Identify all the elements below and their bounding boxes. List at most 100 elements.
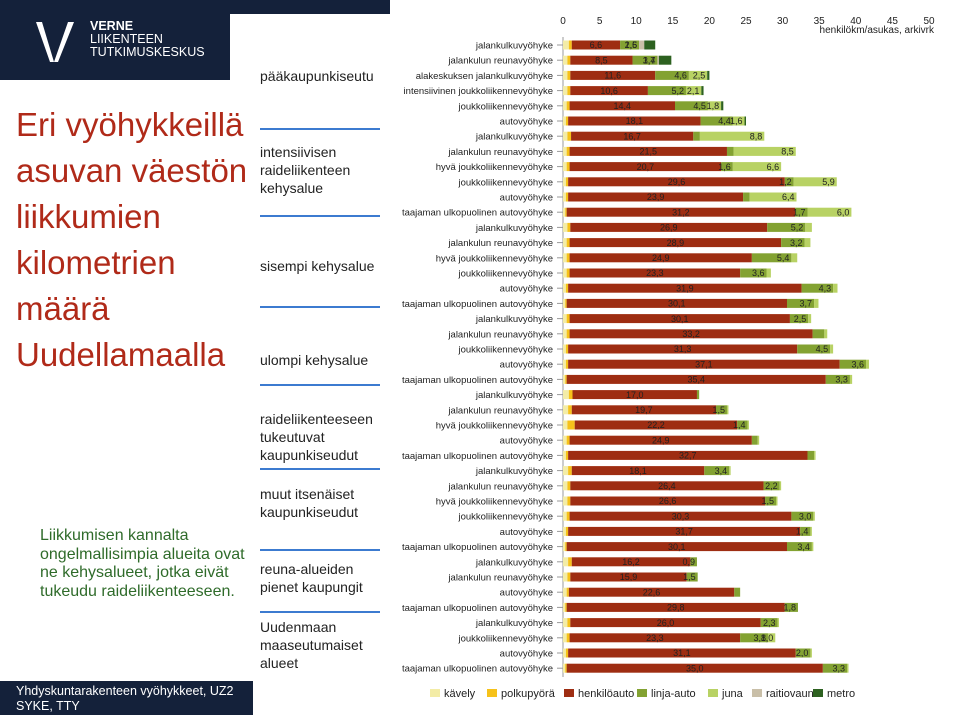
value-label: 31,9 bbox=[676, 283, 694, 293]
value-label: 31,1 bbox=[673, 648, 691, 658]
value-label: 24,9 bbox=[652, 435, 670, 445]
value-label: 1,8 bbox=[707, 101, 720, 111]
value-label: 30,1 bbox=[668, 299, 686, 309]
bars bbox=[563, 40, 869, 673]
bar-segment-kävely bbox=[563, 466, 569, 476]
region-label-intensiivinen: intensiivisen raideliikenteen kehysalue bbox=[260, 144, 351, 196]
bar-segment-linja-auto bbox=[784, 177, 794, 187]
bar-segment-polkupyörä bbox=[565, 283, 569, 293]
bar-segment-polkupyörä bbox=[567, 70, 571, 80]
logo-line2: LIIKENTEEN bbox=[90, 32, 163, 46]
value-label: 1,5 bbox=[761, 496, 774, 506]
bar-segment-polkupyörä bbox=[566, 162, 570, 172]
bar-segment-kävely bbox=[563, 192, 566, 202]
bar-segment-linja-auto bbox=[784, 602, 798, 612]
row-label: hyvä joukkoliikennevyöhyke bbox=[436, 497, 553, 508]
bar-segment-metro bbox=[744, 116, 746, 126]
bar-segment-linja-auto bbox=[740, 268, 767, 278]
row-label: jalankulun reunavyöhyke bbox=[447, 573, 553, 584]
bar-segment-linja-auto bbox=[807, 450, 815, 460]
row-label: autovyöhyke bbox=[500, 284, 553, 295]
x-axis-label: henkilökm/asukas, arkivrk bbox=[820, 25, 935, 36]
bar-segment-linja-auto bbox=[737, 420, 748, 430]
bar-segment-polkupyörä bbox=[565, 177, 569, 187]
value-label: 31,3 bbox=[674, 344, 692, 354]
header-strip bbox=[230, 0, 390, 14]
value-label: 4,3 bbox=[819, 283, 832, 293]
bar-segment-juna bbox=[804, 238, 811, 248]
bar-segment-kävely bbox=[563, 101, 567, 111]
value-label: 3,3 bbox=[833, 663, 846, 673]
bar-segment-henkilöauto bbox=[569, 435, 752, 445]
bar-segment-linja-auto bbox=[721, 162, 733, 172]
value-label: 3,3 bbox=[835, 375, 848, 385]
bar-segment-polkupyörä bbox=[567, 222, 571, 232]
row-label: jalankulun reunavyöhyke bbox=[447, 329, 553, 340]
bar-segment-kävely bbox=[563, 648, 566, 658]
bar-segment-raitiovaunu bbox=[657, 55, 659, 65]
bar-segment-polkupyörä bbox=[567, 481, 571, 491]
value-label: 1,2 bbox=[779, 177, 792, 187]
legend-swatch bbox=[430, 689, 440, 697]
value-label: 2,5 bbox=[794, 314, 807, 324]
bar-segment-juna bbox=[688, 70, 708, 80]
bar-segment-linja-auto bbox=[700, 116, 733, 126]
bar-segment-polkupyörä bbox=[566, 253, 570, 263]
bar-segment-juna bbox=[749, 192, 797, 202]
bar-segment-juna bbox=[793, 177, 837, 187]
bar-segment-kävely bbox=[563, 633, 567, 643]
bar-segment-metro bbox=[644, 40, 656, 50]
row-label: joukkoliikennevyöhyke bbox=[457, 512, 553, 523]
value-label: 1,5 bbox=[712, 405, 725, 415]
bar-segment-juna bbox=[813, 511, 815, 521]
bar-segment-linja-auto bbox=[812, 329, 825, 339]
bar-segment-metro bbox=[707, 70, 710, 80]
bar-segment-polkupyörä bbox=[566, 146, 570, 156]
row-label: hyvä joukkoliikennevyöhyke bbox=[436, 253, 553, 264]
row-label: autovyöhyke bbox=[500, 649, 553, 660]
bar-segment-kävely bbox=[563, 268, 567, 278]
bar-segment-kävely bbox=[563, 40, 569, 50]
bar-segment-polkupyörä bbox=[565, 359, 569, 369]
bar-segment-kävely bbox=[563, 253, 567, 263]
bar-segment-juna bbox=[767, 633, 776, 643]
bar-segment-polkupyörä bbox=[565, 542, 567, 552]
bar-segment-juna bbox=[811, 542, 814, 552]
value-label: 10,6 bbox=[600, 86, 618, 96]
x-tick-label: 40 bbox=[850, 16, 862, 27]
bar-segment-kävely bbox=[563, 374, 566, 384]
bar-segment-polkupyörä bbox=[568, 405, 572, 415]
value-label: 24,9 bbox=[652, 253, 670, 263]
bar-segment-henkilöauto bbox=[566, 374, 826, 384]
value-label: 3,4 bbox=[715, 466, 728, 476]
bar-segment-henkilöauto bbox=[568, 283, 802, 293]
value-label: 1,6 bbox=[730, 116, 743, 126]
row-label: jalankulkuvyöhyke bbox=[475, 466, 553, 477]
bar-segment-juna bbox=[747, 420, 749, 430]
region-label-reuna: reuna-alueiden pienet kaupungit bbox=[260, 561, 363, 595]
bar-segment-juna bbox=[824, 329, 828, 339]
bar-segment-linja-auto bbox=[797, 344, 831, 354]
row-label: jalankulkuvyöhyke bbox=[475, 557, 553, 568]
bar-segment-kävely bbox=[563, 283, 566, 293]
bar-segment-polkupyörä bbox=[565, 207, 567, 217]
value-label: 2,1 bbox=[687, 86, 700, 96]
x-tick-label: 20 bbox=[704, 16, 716, 27]
value-label: 2,3 bbox=[763, 618, 776, 628]
value-label: 5,4 bbox=[777, 253, 790, 263]
bar-segment-linja-auto bbox=[789, 314, 809, 324]
legend-label: juna bbox=[722, 688, 743, 700]
value-label: 14,4 bbox=[614, 101, 632, 111]
bar-segment-polkupyörä bbox=[566, 511, 570, 521]
bar-segment-linja-auto bbox=[791, 511, 814, 521]
row-label: autovyöhyke bbox=[500, 117, 553, 128]
logo-text: VERNE LIIKENTEEN TUTKIMUSKESKUS bbox=[90, 20, 205, 59]
bar-segment-polkupyörä bbox=[567, 420, 575, 430]
bar-segment-juna bbox=[699, 131, 765, 141]
bar-segment-polkupyörä bbox=[566, 314, 570, 324]
bar-segment-juna bbox=[732, 116, 745, 126]
bar-segment-polkupyörä bbox=[567, 496, 571, 506]
bar-segment-linja-auto bbox=[620, 40, 640, 50]
value-label: 5,2 bbox=[791, 223, 804, 233]
footer-source: Yhdyskuntarakenteen vyöhykkeet, UZ2 SYKE… bbox=[0, 681, 253, 715]
